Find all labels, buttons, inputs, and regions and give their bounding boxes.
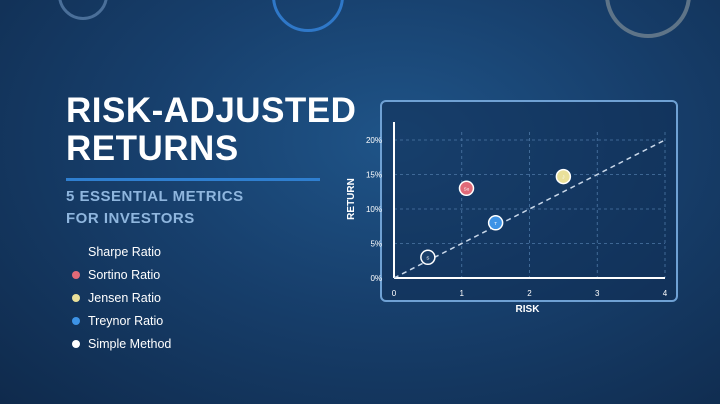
title-divider <box>66 178 320 181</box>
y-tick-label: 5% <box>370 240 382 249</box>
legend-item-sharpe: Sharpe Ratio <box>72 240 171 263</box>
subtitle-line-2: FOR INVESTORS <box>66 210 195 227</box>
legend-dot <box>72 339 80 348</box>
y-tick-label: 15% <box>366 171 382 180</box>
legend-item-jensen: Jensen Ratio <box>72 286 171 309</box>
decorative-ring-center <box>272 0 344 32</box>
trend-line <box>393 139 666 279</box>
legend-item-simple: Simple Method <box>72 332 171 355</box>
data-point-label: So <box>464 186 470 191</box>
data-point-label: S <box>426 255 429 260</box>
x-tick-label: 1 <box>460 289 465 298</box>
subtitle: 5 ESSENTIAL METRICS FOR INVESTORS <box>66 186 244 230</box>
x-tick-label: 4 <box>663 289 668 298</box>
legend-label: Sharpe Ratio <box>88 244 161 259</box>
data-point <box>555 168 572 185</box>
subtitle-line-1: 5 ESSENTIAL METRICS <box>66 188 244 205</box>
data-point-label: T <box>494 221 497 226</box>
chart-panel <box>380 100 678 302</box>
page-title: RISK-ADJUSTED RETURNS <box>66 92 356 168</box>
data-point <box>458 180 475 197</box>
x-tick-label: 3 <box>595 289 600 298</box>
legend-label: Simple Method <box>88 336 172 351</box>
legend-item-treynor: Treynor Ratio <box>72 309 171 332</box>
x-tick-label: 2 <box>527 289 532 298</box>
legend-label: Sortino Ratio <box>88 267 161 282</box>
legend-dot <box>72 293 80 302</box>
metrics-legend: Sharpe Ratio Sortino Ratio Jensen Ratio … <box>72 240 171 355</box>
legend-dot <box>72 316 80 325</box>
title-line-1: RISK-ADJUSTED <box>66 91 357 130</box>
legend-label: Jensen Ratio <box>88 290 161 305</box>
data-point-label: J <box>562 175 564 180</box>
y-tick-label: 20% <box>366 136 382 145</box>
decorative-ring-left <box>58 0 108 20</box>
y-tick-label: 0% <box>370 274 382 283</box>
data-point <box>420 249 436 266</box>
legend-dot <box>72 270 80 279</box>
decorative-ring-right <box>605 0 691 38</box>
data-point <box>487 215 504 231</box>
title-line-2: RETURNS <box>66 129 239 168</box>
legend-dot <box>72 248 80 256</box>
x-axis-label: RISK <box>516 304 541 315</box>
y-axis-label: RETURN <box>346 178 357 220</box>
y-tick-label: 10% <box>366 205 382 214</box>
risk-return-scatter-chart: 0 1 2 3 4 0% 5% 10% 15% 20% RISK RETURN S So T J <box>346 122 668 315</box>
x-tick-label: 0 <box>392 289 397 298</box>
legend-item-sortino: Sortino Ratio <box>72 263 171 286</box>
legend-label: Treynor Ratio <box>88 313 164 328</box>
